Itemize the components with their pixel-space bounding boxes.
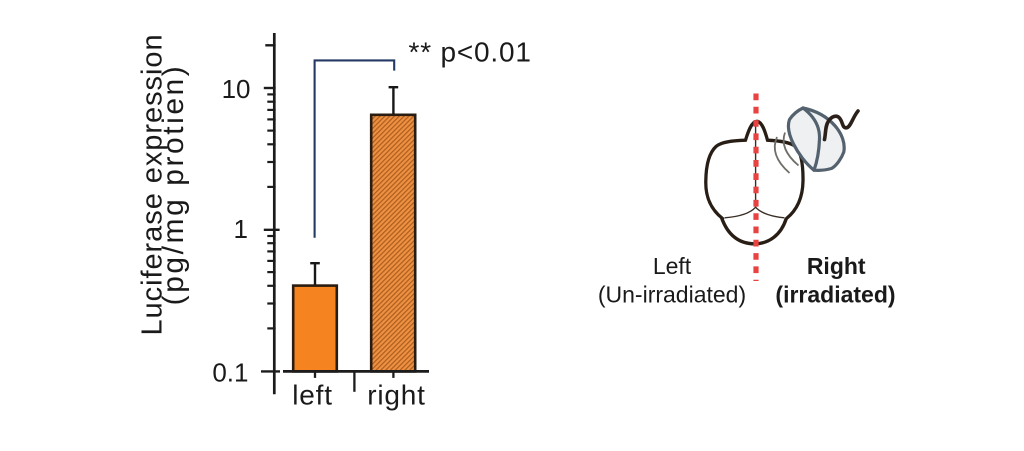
svg-text:left: left <box>292 380 333 411</box>
svg-text:0.1: 0.1 <box>212 357 248 387</box>
svg-text:right: right <box>367 380 425 411</box>
svg-text:10: 10 <box>222 74 251 104</box>
svg-text:(pg/mg protien): (pg/mg protien) <box>157 64 190 306</box>
svg-text:** p<0.01: ** p<0.01 <box>409 37 532 68</box>
svg-text:Luciferase expression: Luciferase expression <box>137 33 169 335</box>
svg-text:(Un-irradiated): (Un-irradiated) <box>598 281 746 307</box>
svg-text:1: 1 <box>234 214 248 244</box>
svg-text:(irradiated): (irradiated) <box>775 281 895 307</box>
svg-text:Right: Right <box>807 253 866 279</box>
svg-text:Left: Left <box>653 253 692 279</box>
